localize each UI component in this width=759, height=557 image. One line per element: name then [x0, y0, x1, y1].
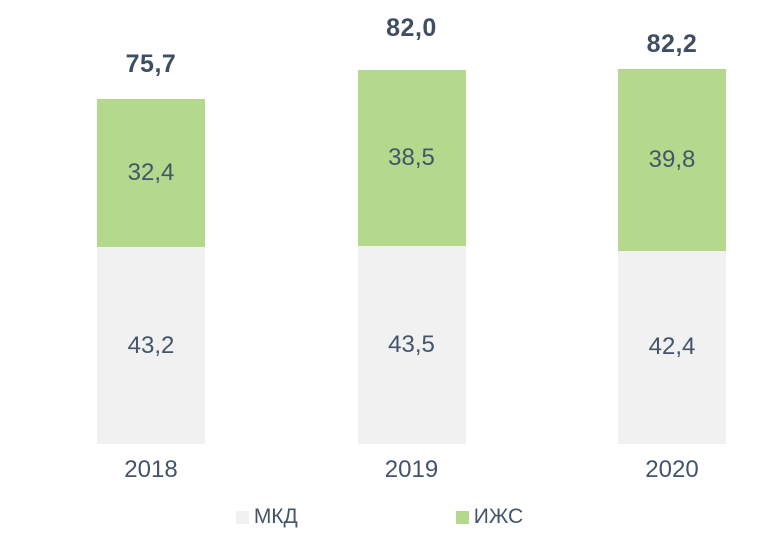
legend-swatch-izhs-icon: [455, 510, 469, 524]
bar-segment-izhs: 38,5: [357, 70, 466, 246]
segment-value-label: 42,4: [648, 333, 696, 361]
legend-item-mkd: МКД: [235, 505, 298, 529]
segment-value-label: 32,4: [127, 159, 175, 187]
plot-area: 75,7 32,4 43,2 82,0 38,5 43,5: [97, 0, 726, 444]
segment-value-label: 39,8: [648, 145, 696, 173]
total-label: 82,2: [646, 30, 698, 59]
legend-label-izhs: ИЖС: [473, 505, 524, 528]
segment-value-label: 43,5: [388, 330, 435, 358]
bar-group-2020: 82,2 39,8 42,4: [618, 30, 726, 444]
legend-item-izhs: ИЖС: [455, 505, 524, 529]
bar-group-2018: 75,7 32,4 43,2: [97, 50, 205, 444]
total-label: 75,7: [125, 50, 177, 79]
bar-segment-izhs: 32,4: [97, 99, 205, 248]
segment-value-label: 43,2: [127, 331, 175, 359]
segment-value-label: 38,5: [388, 143, 435, 171]
bar-segment-mkd: 43,2: [97, 247, 205, 444]
x-axis-label-2019: 2019: [384, 456, 439, 483]
legend-swatch-mkd-icon: [235, 510, 249, 524]
bar-segment-mkd: 43,5: [357, 245, 466, 444]
stacked-bar: 39,8 42,4: [618, 69, 726, 444]
bar-segment-izhs: 39,8: [618, 69, 726, 251]
legend: МКД ИЖС: [0, 505, 759, 529]
bar-group-2019: 82,0 38,5 43,5: [357, 14, 466, 444]
total-label: 82,0: [386, 14, 437, 43]
stacked-bar: 38,5 43,5: [357, 70, 466, 444]
x-axis-label-2020: 2020: [645, 456, 699, 483]
stacked-bar: 32,4 43,2: [97, 99, 205, 444]
x-axis-label-2018: 2018: [124, 456, 178, 483]
bar-segment-mkd: 42,4: [618, 250, 726, 444]
legend-label-mkd: МКД: [253, 505, 298, 528]
x-axis-labels: 2018 2019 2020: [97, 456, 726, 484]
